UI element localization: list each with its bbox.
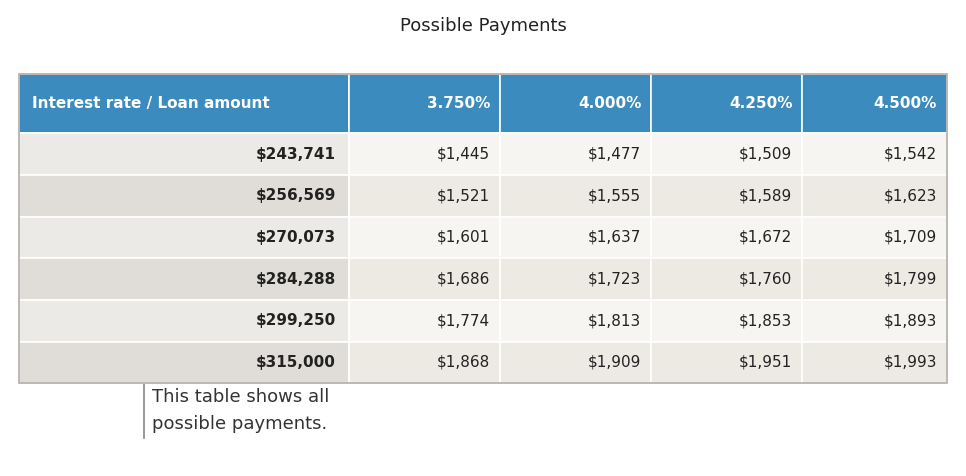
Text: $1,709: $1,709 xyxy=(884,230,937,245)
Text: 4.250%: 4.250% xyxy=(729,96,792,111)
Text: 4.500%: 4.500% xyxy=(873,96,937,111)
Text: This table shows all
possible payments.: This table shows all possible payments. xyxy=(153,388,329,433)
Text: $1,686: $1,686 xyxy=(437,271,490,287)
Text: $1,723: $1,723 xyxy=(588,271,641,287)
Text: $270,073: $270,073 xyxy=(256,230,336,245)
Text: $1,853: $1,853 xyxy=(739,313,792,328)
Text: $299,250: $299,250 xyxy=(256,313,336,328)
Text: $1,868: $1,868 xyxy=(437,355,490,370)
Text: $1,993: $1,993 xyxy=(884,355,937,370)
Text: 3.750%: 3.750% xyxy=(427,96,490,111)
Text: 4.000%: 4.000% xyxy=(578,96,641,111)
Text: $1,951: $1,951 xyxy=(739,355,792,370)
Text: $1,774: $1,774 xyxy=(437,313,490,328)
Text: $1,477: $1,477 xyxy=(588,147,641,162)
Text: $256,569: $256,569 xyxy=(256,188,336,203)
Text: $1,909: $1,909 xyxy=(588,355,641,370)
Text: $1,521: $1,521 xyxy=(437,188,490,203)
Text: $1,799: $1,799 xyxy=(884,271,937,287)
Text: $284,288: $284,288 xyxy=(256,271,336,287)
Text: Interest rate / Loan amount: Interest rate / Loan amount xyxy=(32,96,270,111)
Text: $1,672: $1,672 xyxy=(739,230,792,245)
Text: $243,741: $243,741 xyxy=(256,147,336,162)
Text: Possible Payments: Possible Payments xyxy=(400,17,566,35)
Text: $1,555: $1,555 xyxy=(588,188,641,203)
Text: $1,813: $1,813 xyxy=(588,313,641,328)
Text: $1,623: $1,623 xyxy=(884,188,937,203)
Text: $1,637: $1,637 xyxy=(588,230,641,245)
Text: $315,000: $315,000 xyxy=(256,355,336,370)
Text: $1,589: $1,589 xyxy=(739,188,792,203)
Text: $1,893: $1,893 xyxy=(884,313,937,328)
Text: $1,509: $1,509 xyxy=(739,147,792,162)
Text: $1,760: $1,760 xyxy=(739,271,792,287)
Text: $1,601: $1,601 xyxy=(437,230,490,245)
Text: $1,445: $1,445 xyxy=(437,147,490,162)
Text: $1,542: $1,542 xyxy=(884,147,937,162)
